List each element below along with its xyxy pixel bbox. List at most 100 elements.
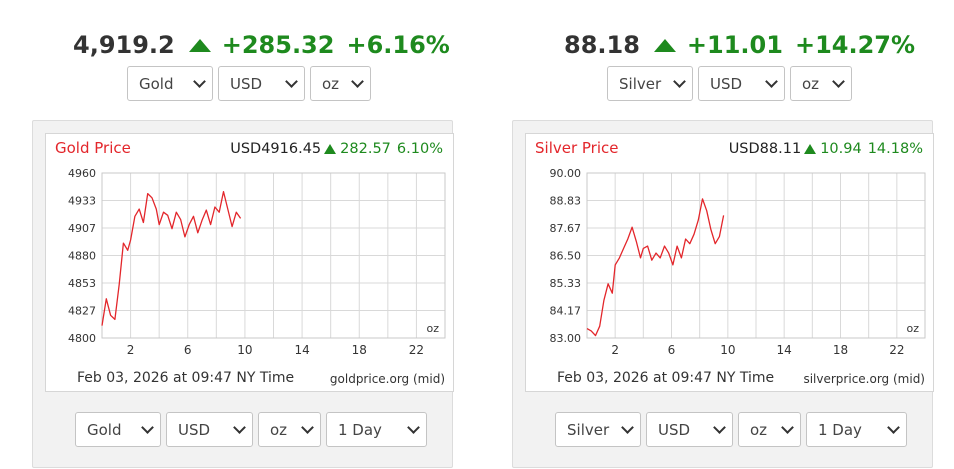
plot-frame	[101, 172, 446, 339]
gold-top-metal-select[interactable]: Gold	[127, 66, 213, 101]
gold-price-value: 4,919.2	[73, 31, 175, 59]
select-value: USD	[230, 74, 263, 93]
gold-chart-quote-percent: 6.10%	[396, 141, 443, 157]
x-tick-label: 10	[720, 343, 735, 357]
y-tick-label: 4827	[68, 305, 96, 318]
silver-top-metal-select[interactable]: Silver	[607, 66, 693, 101]
y-tick-label: 4853	[68, 277, 96, 290]
x-tick-label: 22	[409, 343, 424, 357]
x-tick-label: 18	[833, 343, 848, 357]
gold-chart-quote: USD4916.45 282.57 6.10%	[230, 141, 443, 157]
select-value: Silver	[567, 420, 610, 439]
chevron-down-icon	[621, 420, 634, 434]
x-tick-label: 6	[184, 343, 192, 357]
select-value: oz	[270, 420, 288, 439]
y-tick-label: 4800	[68, 332, 96, 345]
silver-top-unit-select[interactable]: oz	[790, 66, 852, 101]
x-tick-label: 14	[294, 343, 309, 357]
chevron-down-icon	[301, 420, 314, 434]
up-triangle-icon	[324, 144, 337, 154]
x-tick-label: 18	[352, 343, 367, 357]
select-value: Gold	[87, 420, 122, 439]
x-tick-label: 10	[237, 343, 252, 357]
gold-chart-source-label: goldprice.org (mid)	[329, 372, 445, 386]
silver-bottom-unit-select[interactable]: oz	[738, 412, 801, 447]
unit-label: oz	[426, 322, 439, 335]
silver-price-percent: +14.27%	[794, 31, 916, 59]
y-tick-label: 4933	[68, 195, 96, 208]
silver-bottom-range-select[interactable]: 1 Day	[806, 412, 907, 447]
price-series-line	[586, 198, 725, 337]
gold-top-unit-select[interactable]: oz	[310, 66, 371, 101]
chevron-down-icon	[233, 420, 246, 434]
up-triangle-icon	[188, 38, 211, 52]
chevron-down-icon	[285, 74, 298, 88]
gold-bottom-currency-select[interactable]: USD	[166, 412, 253, 447]
y-tick-label: 88.83	[550, 195, 582, 208]
silver-chart-quote: USD88.11 10.94 14.18%	[729, 141, 923, 157]
select-value: oz	[802, 74, 820, 93]
gold-chart: Gold Price USD4916.45 282.57 6.10% 4960 4…	[45, 133, 454, 392]
silver-chart-quote-change: 10.94	[820, 141, 862, 157]
chevron-down-icon	[713, 420, 726, 434]
y-tick-label: 87.67	[550, 222, 582, 235]
gold-bottom-metal-select[interactable]: Gold	[75, 412, 161, 447]
silver-chart-panel: Silver Price USD88.11 10.94 14.18% 90.00…	[512, 120, 934, 468]
x-tick-label: 6	[668, 343, 676, 357]
price-series-line	[101, 190, 242, 326]
y-tick-label: 86.50	[550, 250, 582, 263]
gold-chart-quote-change: 282.57	[340, 141, 391, 157]
chevron-down-icon	[407, 420, 420, 434]
plot-frame	[586, 172, 926, 339]
gold-price-header: 4,919.2 +285.32 +6.16%	[73, 30, 450, 60]
up-triangle-icon	[653, 38, 676, 52]
chevron-down-icon	[887, 420, 900, 434]
y-tick-label: 83.00	[550, 332, 582, 345]
gold-bottom-range-select[interactable]: 1 Day	[326, 412, 427, 447]
select-value: oz	[322, 74, 340, 93]
chevron-down-icon	[781, 420, 794, 434]
silver-price-change: +11.01	[686, 31, 783, 59]
gold-bottom-unit-select[interactable]: oz	[258, 412, 321, 447]
silver-chart-quote-price: USD88.11	[728, 141, 802, 157]
gold-price-percent: +6.16%	[346, 31, 450, 59]
chevron-down-icon	[193, 74, 206, 88]
y-tick-label: 4960	[68, 167, 96, 180]
x-tick-label: 22	[889, 343, 904, 357]
gold-chart-date-label: Feb 03, 2026 at 09:47 NY Time	[77, 370, 295, 386]
y-tick-label: 4880	[68, 250, 96, 263]
chevron-down-icon	[351, 74, 364, 88]
select-value: 1 Day	[818, 420, 862, 439]
chevron-down-icon	[765, 74, 778, 88]
silver-chart-date-label: Feb 03, 2026 at 09:47 NY Time	[557, 370, 775, 386]
gold-top-currency-select[interactable]: USD	[218, 66, 305, 101]
unit-label: oz	[906, 322, 919, 335]
gold-chart-panel: Gold Price USD4916.45 282.57 6.10% 4960 4…	[32, 120, 454, 468]
y-tick-label: 85.33	[550, 277, 582, 290]
silver-chart-source-label: silverprice.org (mid)	[803, 372, 925, 386]
silver-chart: Silver Price USD88.11 10.94 14.18% 90.00…	[525, 133, 934, 392]
silver-bottom-currency-select[interactable]: USD	[646, 412, 733, 447]
silver-chart-plot: 90.00 88.83 87.67 86.50 85.33 84.17 83.00 2 6 10 1…	[550, 167, 926, 357]
y-tick-label: 90.00	[550, 167, 582, 180]
select-value: oz	[750, 420, 768, 439]
silver-top-currency-select[interactable]: USD	[698, 66, 785, 101]
select-value: Gold	[139, 74, 174, 93]
chevron-down-icon	[141, 420, 154, 434]
select-value: USD	[178, 420, 211, 439]
silver-chart-quote-percent: 14.18%	[867, 141, 923, 157]
silver-chart-title: Silver Price	[535, 139, 619, 157]
y-tick-label: 84.17	[550, 305, 582, 318]
chevron-down-icon	[673, 74, 686, 88]
x-tick-label: 2	[611, 343, 619, 357]
x-tick-label: 2	[127, 343, 135, 357]
select-value: USD	[658, 420, 691, 439]
silver-price-value: 88.18	[564, 31, 640, 59]
up-triangle-icon	[804, 144, 817, 154]
y-tick-label: 4907	[68, 222, 96, 235]
silver-price-header: 88.18 +11.01 +14.27%	[564, 30, 915, 60]
silver-bottom-metal-select[interactable]: Silver	[555, 412, 641, 447]
gold-price-change: +285.32	[221, 31, 335, 59]
chevron-down-icon	[832, 74, 845, 88]
